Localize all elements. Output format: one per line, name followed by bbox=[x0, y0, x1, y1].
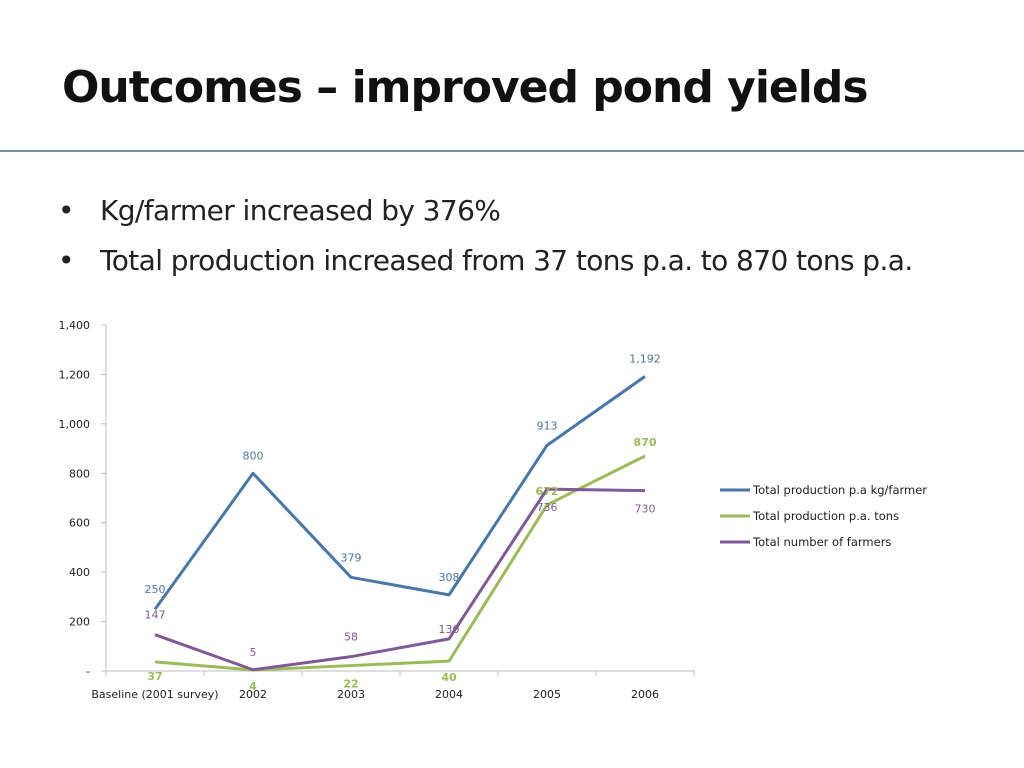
x-tick-label: 2002 bbox=[239, 688, 267, 701]
data-label: 22 bbox=[343, 678, 358, 691]
legend-label: Total number of farmers bbox=[752, 535, 891, 549]
legend-label: Total production p.a. tons bbox=[752, 509, 899, 523]
data-label: 800 bbox=[243, 449, 264, 462]
data-label: 672 bbox=[536, 485, 559, 498]
data-label: 379 bbox=[341, 551, 362, 564]
data-label: 4 bbox=[249, 680, 257, 693]
bullet-item: • Kg/farmer increased by 376% bbox=[58, 186, 913, 236]
bullet-text: Kg/farmer increased by 376% bbox=[100, 194, 501, 227]
data-label: 40 bbox=[441, 671, 457, 684]
bullet-text: Total production increased from 37 tons … bbox=[100, 244, 913, 277]
title-divider bbox=[0, 150, 1024, 152]
y-tick-label: 1,200 bbox=[59, 368, 91, 381]
data-label: 308 bbox=[439, 571, 460, 584]
series-line-2 bbox=[154, 454, 646, 672]
data-label: 5 bbox=[250, 646, 257, 659]
x-tick-label: Baseline (2001 survey) bbox=[91, 688, 218, 701]
data-label: 147 bbox=[145, 609, 166, 622]
bullet-list: • Kg/farmer increased by 376% • Total prod… bbox=[58, 186, 913, 286]
data-label: 1,192 bbox=[629, 352, 661, 365]
bullet-dot-icon: • bbox=[58, 244, 75, 277]
legend-label: Total production p.a kg/farmer bbox=[752, 483, 927, 497]
x-tick-label: 2006 bbox=[631, 688, 659, 701]
line-chart: - 200 400 600 800 1,000 1,200 1,400 Baseline (20… bbox=[59, 319, 928, 701]
data-label: 250 bbox=[145, 583, 166, 596]
slide-title: Outcomes – improved pond yields bbox=[62, 62, 869, 113]
bullet-item: • Total production increased from 37 tons… bbox=[58, 236, 913, 286]
series-line-1 bbox=[153, 375, 646, 611]
bullet-dot-icon: • bbox=[58, 194, 75, 227]
data-label: 870 bbox=[634, 436, 657, 449]
data-label: 736 bbox=[537, 501, 558, 514]
y-tick-label: 1,400 bbox=[59, 319, 91, 332]
y-tick-label: 600 bbox=[69, 517, 90, 530]
data-label: 37 bbox=[147, 670, 162, 683]
y-tick-label: 400 bbox=[69, 566, 90, 579]
x-tick-label: 2005 bbox=[533, 688, 561, 701]
x-tick-label: 2003 bbox=[337, 688, 365, 701]
data-label: 58 bbox=[344, 631, 358, 644]
data-label: 913 bbox=[537, 419, 558, 432]
y-tick-label: - bbox=[86, 665, 90, 678]
data-label: 730 bbox=[635, 503, 656, 516]
series-line-3 bbox=[154, 487, 646, 672]
data-label: 130 bbox=[439, 623, 460, 636]
x-tick-label: 2004 bbox=[435, 688, 463, 701]
y-tick-label: 1,000 bbox=[59, 418, 91, 431]
y-tick-label: 800 bbox=[69, 467, 90, 480]
y-tick-label: 200 bbox=[69, 616, 90, 629]
